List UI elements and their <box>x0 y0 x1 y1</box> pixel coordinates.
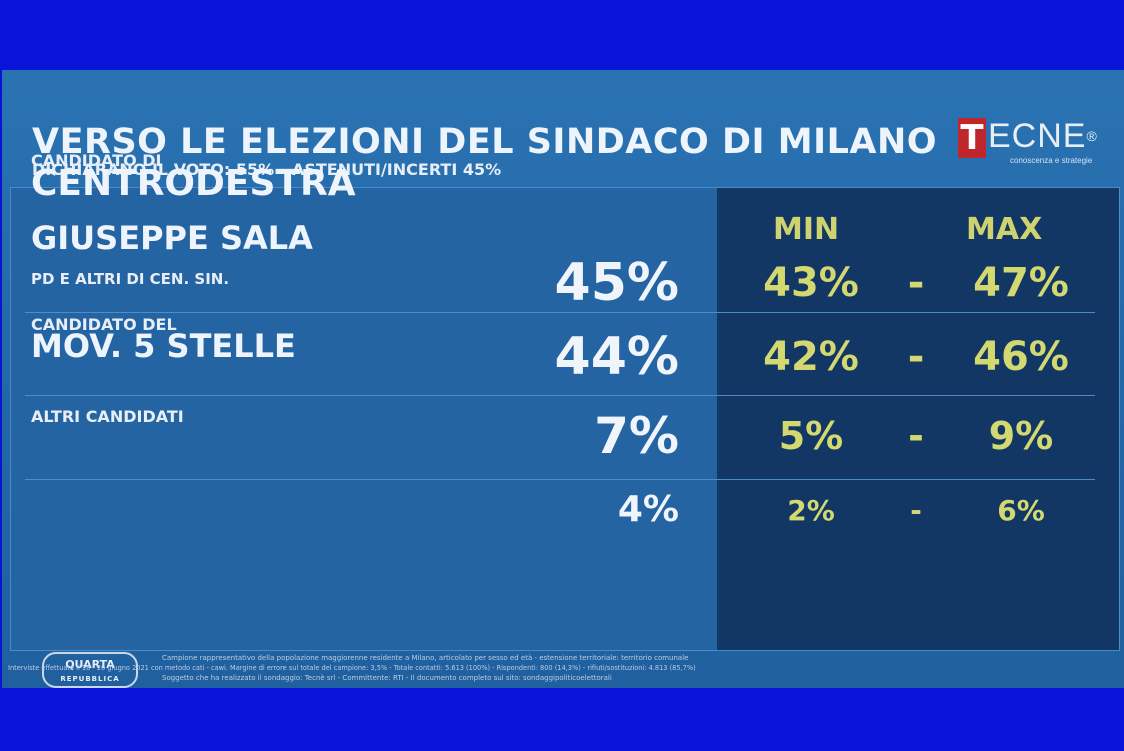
logo-tagline: conoscenza e strategie <box>1010 156 1093 165</box>
logo-mark: ® <box>1086 128 1098 144</box>
row-label-big: MOV. 5 STELLE <box>31 327 296 365</box>
row-max: 46% <box>973 334 1069 381</box>
footer: QUARTA REPUBBLICA Campione rappresentati… <box>2 650 1124 688</box>
min-header: MIN <box>773 212 840 247</box>
logo-rest: ECNE <box>988 117 1087 155</box>
row-value: 7% <box>594 407 679 465</box>
row-min: 2% <box>787 493 835 527</box>
row-max: 9% <box>988 414 1054 459</box>
row-value: 45% <box>554 252 679 313</box>
row-label-big: GIUSEPPE SALA <box>31 219 313 257</box>
footnote-2: Interviste effettuate il 18 - 20 giugno … <box>8 664 696 672</box>
footnote-3: Soggetto che ha realizzato il sondaggio:… <box>162 674 612 682</box>
results-table: MIN MAX CANDIDATO DI CENTRODESTRA 45% 43% - 4… <box>10 151 1120 651</box>
row-max: 47% <box>973 260 1069 307</box>
row-divider <box>25 395 1095 396</box>
row-min: 42% <box>763 334 859 381</box>
footnote-1: Campione rappresentativo della popolazio… <box>162 654 689 662</box>
row-value: 44% <box>554 326 679 387</box>
brand-line1: QUARTA <box>65 658 115 671</box>
poll-title: VERSO LE ELEZIONI DEL SINDACO DI MILANO <box>32 122 938 162</box>
row-label-small: ALTRI CANDIDATI <box>31 407 184 426</box>
brand-line2: REPUBBLICA <box>60 675 120 683</box>
row-min: 43% <box>763 260 859 307</box>
row-value: 4% <box>617 488 679 530</box>
max-header: MAX <box>966 212 1043 247</box>
logo-letter: T <box>958 118 986 158</box>
row-label-small: CANDIDATO DEL <box>31 315 177 334</box>
row-min: 5% <box>778 414 844 459</box>
row-label-big: CENTRODESTRA <box>31 163 356 204</box>
quarta-repubblica-logo: QUARTA REPUBBLICA <box>42 652 138 688</box>
row-max: 6% <box>997 493 1045 527</box>
min-max-column <box>717 188 1119 650</box>
tecne-logo: T ECNE® conoscenza e strategie <box>958 112 1116 172</box>
row-label-note: PD E ALTRI DI CEN. SIN. <box>31 270 230 288</box>
row-separator: - <box>908 414 924 459</box>
poll-subtitle: DICHIARANO IL VOTO: 55% - ASTENUTI/INCER… <box>32 160 502 179</box>
row-divider <box>25 312 1095 313</box>
row-separator: - <box>910 493 922 527</box>
row-separator: - <box>907 260 925 307</box>
row-label-small: CANDIDATO DI <box>31 151 162 170</box>
poll-panel: VERSO LE ELEZIONI DEL SINDACO DI MILANO … <box>2 70 1124 688</box>
row-separator: - <box>907 334 925 381</box>
logo-text: ECNE® <box>988 116 1098 156</box>
row-divider <box>25 479 1095 480</box>
